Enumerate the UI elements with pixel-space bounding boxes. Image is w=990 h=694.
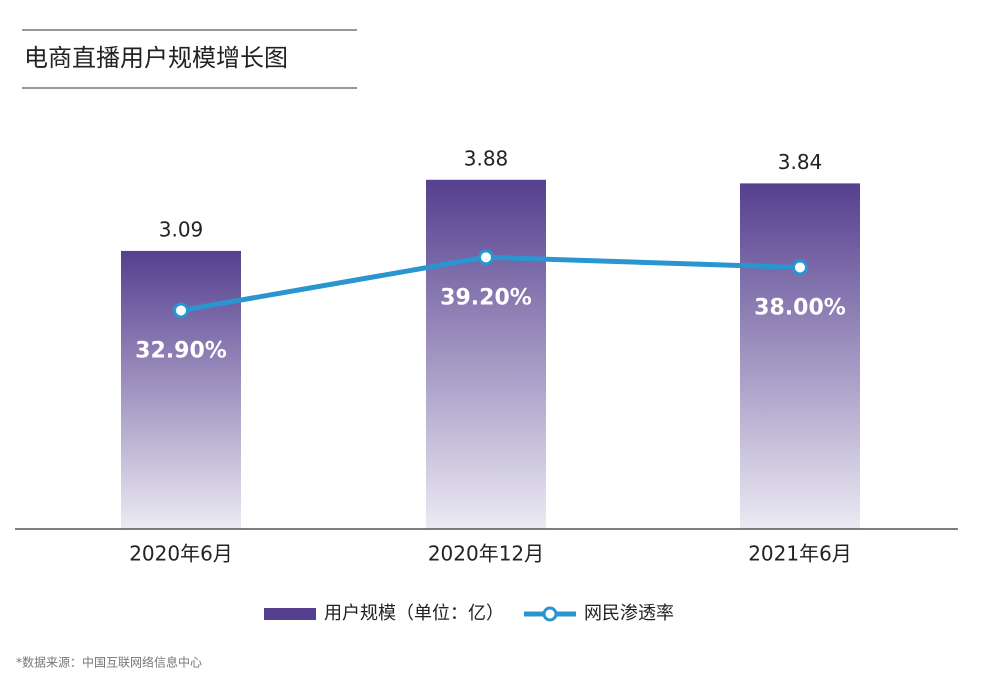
x-tick-label: 2020年12月 [428, 542, 544, 566]
legend-label: 网民渗透率 [584, 603, 674, 624]
line-value-label: 39.20% [440, 285, 532, 310]
line-point [173, 302, 189, 319]
bar-value-label: 3.84 [778, 150, 823, 174]
line-point [792, 259, 808, 276]
x-tick-label: 2021年6月 [748, 542, 852, 566]
bar-value-label: 3.09 [159, 217, 204, 241]
line-value-label: 32.90% [135, 338, 227, 363]
legend-swatch [542, 606, 558, 622]
bar [121, 250, 241, 529]
bar-value-label: 3.88 [464, 146, 509, 170]
bar [740, 183, 860, 529]
line-value-label: 38.00% [754, 295, 846, 320]
x-tick-label: 2020年6月 [129, 542, 233, 566]
source-note: *数据来源：中国互联网络信息中心 [16, 655, 202, 670]
bar [426, 179, 546, 530]
chart-title: 电商直播用户规模增长图 [24, 44, 288, 72]
legend-swatch [264, 608, 316, 620]
line-point [478, 249, 494, 266]
legend-label: 用户规模（单位：亿） [324, 603, 504, 624]
